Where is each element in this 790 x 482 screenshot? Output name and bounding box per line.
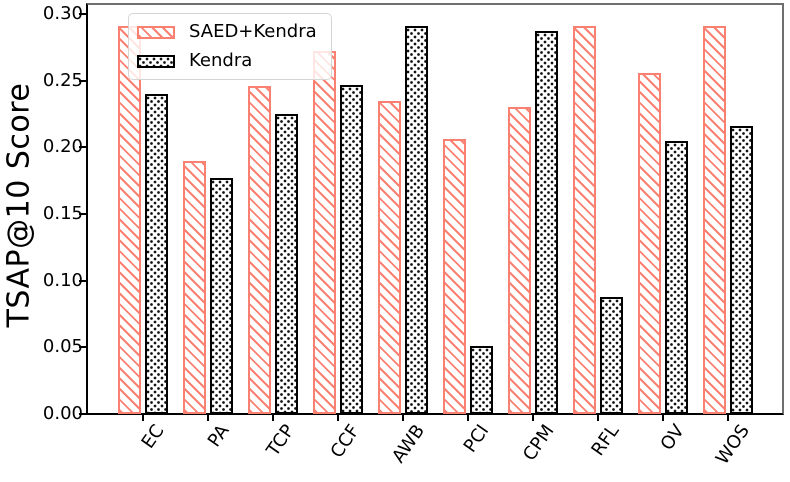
legend-label-kendra: Kendra <box>189 50 253 71</box>
x-tick-mark <box>142 415 144 421</box>
y-tick-mark <box>79 146 86 148</box>
y-tick-mark <box>79 80 86 82</box>
y-tick-mark <box>79 13 86 15</box>
bar-kendra-cpm <box>535 31 558 414</box>
y-tick-label-0.15: 0.15 <box>42 203 83 224</box>
x-tick-mark <box>662 415 664 421</box>
x-tick-label-text: OV <box>656 420 689 455</box>
bar-kendra-pci <box>470 346 493 414</box>
x-tick-label-text: RFL <box>587 420 624 460</box>
x-tick-label-text: AWB <box>387 420 429 467</box>
legend-item-kendra: Kendra <box>137 50 317 72</box>
x-tick-mark <box>337 415 339 421</box>
y-tick-label-0.25: 0.25 <box>42 70 83 91</box>
bar-saed-kendra-wos <box>703 26 726 414</box>
x-tick-label-text: PCI <box>459 420 494 457</box>
bar-kendra-awb <box>405 26 428 414</box>
y-tick-mark <box>79 213 86 215</box>
bar-kendra-wos <box>730 126 753 414</box>
x-tick-mark <box>597 415 599 421</box>
saed-kendra-hatch-swatch <box>137 25 175 39</box>
y-tick-label-0.20: 0.20 <box>42 136 83 157</box>
x-tick-mark <box>207 415 209 421</box>
bar-kendra-ccf <box>340 85 363 414</box>
y-tick-mark <box>79 280 86 282</box>
y-tick-mark <box>79 346 86 348</box>
bar-saed-kendra-rfl <box>573 26 596 414</box>
bar-saed-kendra-ov <box>638 73 661 414</box>
bar-kendra-ov <box>665 141 688 414</box>
legend-item-saed-kendra: SAED+Kendra <box>137 21 317 43</box>
bar-saed-kendra-ec <box>118 26 141 414</box>
bar-kendra-tcp <box>275 114 298 414</box>
y-tick-label-0.10: 0.10 <box>42 270 83 291</box>
x-tick-mark <box>272 415 274 421</box>
legend: SAED+Kendra Kendra <box>128 13 332 80</box>
x-tick-mark <box>727 415 729 421</box>
x-tick-mark <box>402 415 404 421</box>
bar-saed-kendra-cpm <box>508 107 531 414</box>
y-tick-mark <box>79 413 86 415</box>
x-tick-label-text: PA <box>203 420 234 451</box>
bar-saed-kendra-awb <box>378 101 401 414</box>
y-tick-label-0.00: 0.00 <box>42 403 83 424</box>
bar-kendra-rfl <box>600 297 623 414</box>
bar-saed-kendra-tcp <box>248 86 271 414</box>
x-tick-mark <box>467 415 469 421</box>
kendra-dot-swatch <box>137 54 175 68</box>
x-tick-label-text: CCF <box>325 420 364 462</box>
x-tick-label-text: EC <box>137 420 169 453</box>
bar-saed-kendra-ccf <box>313 51 336 414</box>
bar-saed-kendra-pci <box>443 139 466 414</box>
x-tick-label-text: WOS <box>711 420 754 469</box>
x-tick-label-text: CPM <box>519 420 559 465</box>
bar-kendra-ec <box>145 94 168 414</box>
x-tick-mark <box>532 415 534 421</box>
y-tick-label-0.30: 0.30 <box>42 3 83 24</box>
legend-label-saed-kendra: SAED+Kendra <box>189 21 317 42</box>
y-tick-label-0.05: 0.05 <box>42 336 83 357</box>
bar-kendra-pa <box>210 178 233 414</box>
x-tick-label-text: TCP <box>262 420 299 461</box>
bar-saed-kendra-pa <box>183 161 206 414</box>
